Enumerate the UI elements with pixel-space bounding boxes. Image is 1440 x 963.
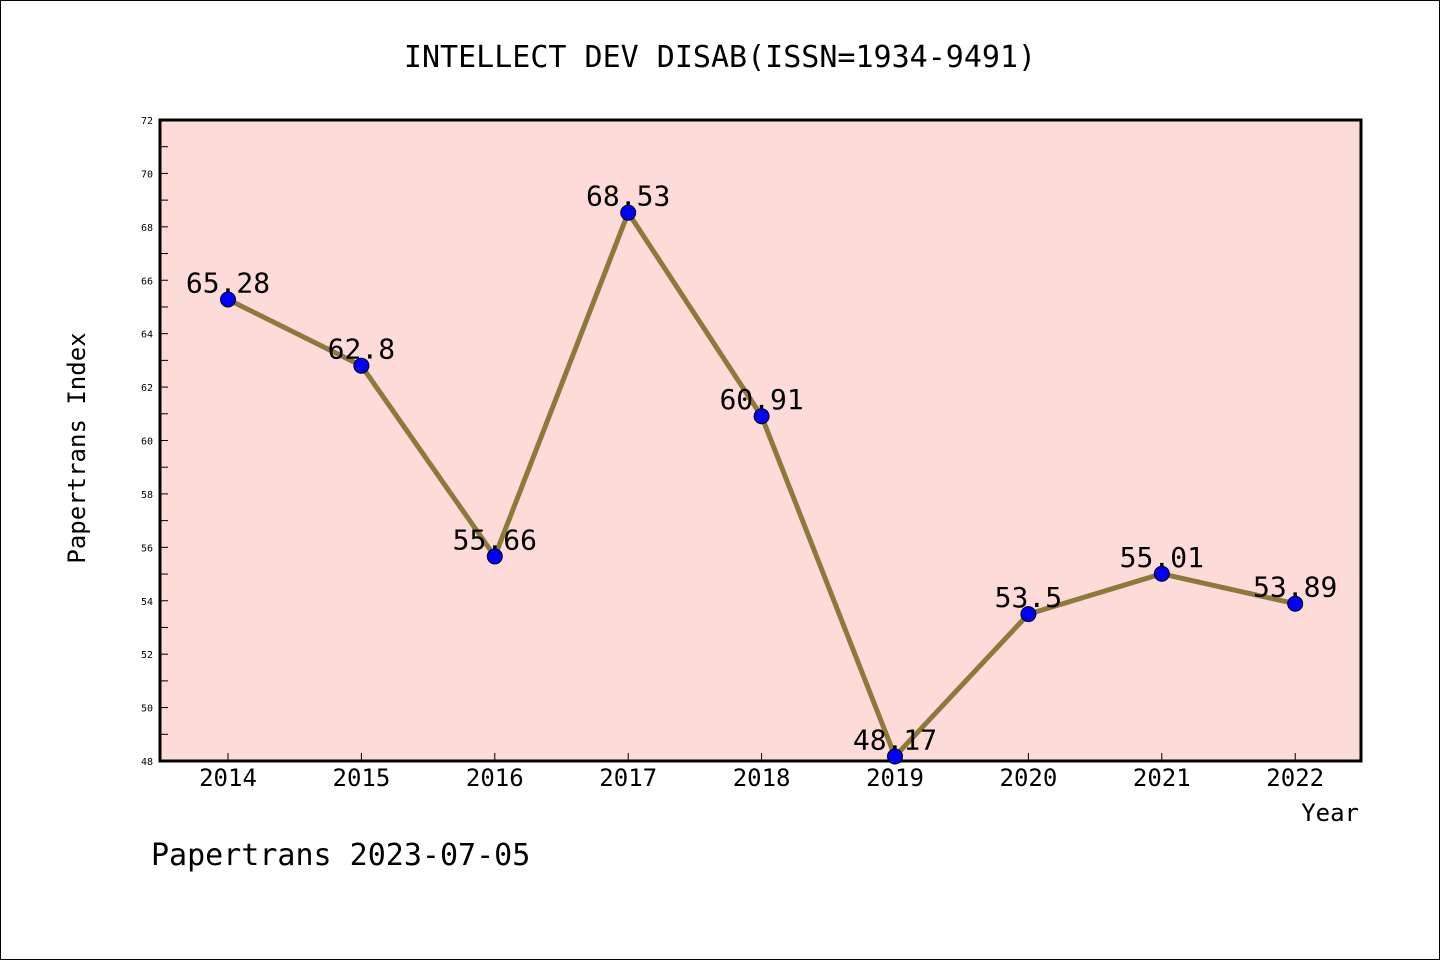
- data-label: 65.28: [186, 266, 270, 299]
- y-tick-label: 56: [141, 543, 153, 554]
- y-tick-label: 54: [141, 597, 153, 608]
- footer-text: Papertrans 2023-07-05: [151, 838, 530, 873]
- y-tick-label: 58: [141, 490, 153, 501]
- x-tick-label: 2020: [1000, 764, 1058, 792]
- y-tick-label: 50: [141, 704, 153, 715]
- x-tick-label: 2014: [199, 764, 257, 792]
- plot-area: [158, 118, 1363, 763]
- y-tick-label: 66: [141, 276, 153, 287]
- x-tick-label: 2018: [733, 764, 791, 792]
- data-point: [753, 408, 770, 425]
- x-tick-label: 2017: [599, 764, 657, 792]
- data-point: [486, 548, 503, 565]
- y-tick-label: 60: [141, 437, 153, 448]
- data-point: [620, 204, 637, 221]
- x-tick-label: 2021: [1133, 764, 1191, 792]
- data-point: [1020, 606, 1037, 623]
- data-point: [220, 291, 236, 308]
- data-label: 62.8: [328, 333, 395, 366]
- y-tick-label: 48: [141, 757, 153, 768]
- x-tick-label: 2019: [866, 764, 924, 792]
- data-label: 55.01: [1120, 541, 1204, 574]
- x-tick-label: 2022: [1266, 764, 1324, 792]
- data-label: 53.5: [995, 581, 1062, 614]
- y-axis-label: Papertrans Index: [63, 332, 91, 563]
- data-point: [1153, 565, 1170, 582]
- x-tick-label: 2016: [466, 764, 524, 792]
- data-label: 60.91: [719, 383, 803, 416]
- y-tick-label: 70: [141, 169, 153, 180]
- x-axis-label: Year: [1301, 799, 1359, 827]
- x-axis-ticks: 2014 2015 2016 2017 2018 2019 2020 2021 2022: [199, 753, 1324, 792]
- data-label: 68.53: [586, 180, 670, 213]
- chart-title: INTELLECT DEV DISAB(ISSN=1934-9491): [404, 40, 1036, 75]
- data-point: [887, 748, 903, 765]
- y-tick-label: 68: [141, 223, 153, 234]
- x-tick-label: 2015: [333, 764, 391, 792]
- y-tick-label: 62: [141, 383, 153, 394]
- data-label: 55.66: [453, 523, 537, 556]
- data-label: 53.89: [1253, 571, 1337, 604]
- data-point: [353, 357, 370, 374]
- data-label: 48.17: [853, 723, 937, 756]
- series-points-group: [220, 204, 1304, 765]
- y-tick-label: 64: [141, 330, 153, 341]
- y-axis-ticks: 48 50 52 54 56 58 60 62 64 66 68 70 72: [141, 116, 168, 768]
- y-tick-label: 52: [141, 650, 153, 661]
- data-point: [1287, 595, 1304, 612]
- y-tick-label: 72: [141, 116, 153, 127]
- data-labels-group: 65.28 62.8 55.66 68.53 60.91 48.17 53.5 55.01 53…: [186, 180, 1337, 757]
